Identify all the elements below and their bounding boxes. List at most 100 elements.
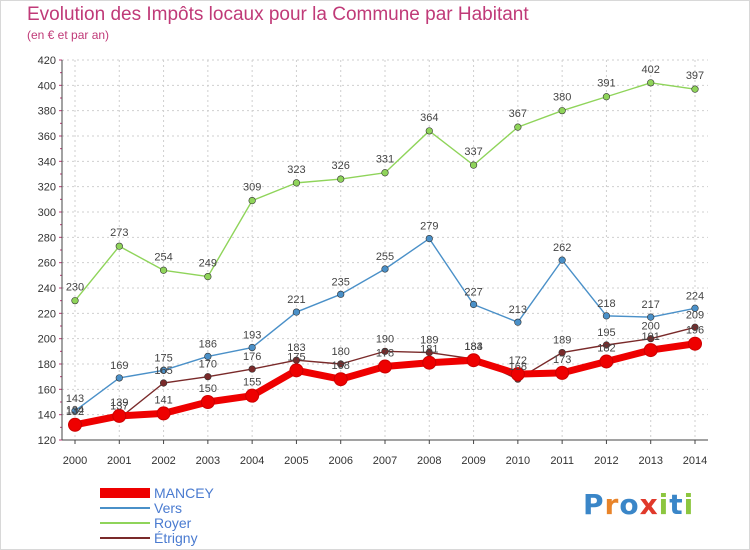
data-label: 137 xyxy=(110,400,128,412)
data-point xyxy=(378,359,392,374)
data-label: 364 xyxy=(420,112,438,124)
data-label: 367 xyxy=(509,108,527,120)
legend-label: Royer xyxy=(154,515,192,531)
y-tick-label: 340 xyxy=(38,156,56,168)
data-point xyxy=(337,175,345,183)
data-label: 178 xyxy=(376,348,394,360)
data-label: 173 xyxy=(553,354,571,366)
data-label: 189 xyxy=(553,335,571,347)
y-tick-label: 300 xyxy=(38,207,56,219)
data-point xyxy=(558,256,566,264)
y-tick-label: 420 xyxy=(38,55,56,67)
data-label: 169 xyxy=(110,360,128,372)
data-point xyxy=(159,379,168,387)
y-tick-label: 140 xyxy=(38,410,56,422)
data-label: 191 xyxy=(642,331,660,343)
data-label: 182 xyxy=(597,342,615,354)
data-point xyxy=(292,308,301,316)
data-label: 134 xyxy=(66,404,84,416)
data-point xyxy=(381,347,389,355)
brand-letter: P xyxy=(583,488,605,521)
y-tick-label: 380 xyxy=(38,106,56,118)
y-tick-label: 220 xyxy=(38,308,56,320)
data-point xyxy=(422,355,437,370)
data-point xyxy=(333,372,348,387)
y-tick-label: 400 xyxy=(38,80,56,92)
data-point xyxy=(204,273,212,281)
data-point xyxy=(425,127,433,135)
x-tick-label: 2010 xyxy=(506,455,530,467)
data-point xyxy=(204,352,212,361)
legend-label: Étrigny xyxy=(154,530,198,546)
y-tick-label: 260 xyxy=(38,258,56,270)
data-label: 397 xyxy=(686,70,704,82)
x-tick-label: 2012 xyxy=(594,455,618,467)
data-label: 193 xyxy=(243,330,261,342)
data-point xyxy=(71,407,79,415)
data-point xyxy=(425,235,433,243)
data-point xyxy=(510,367,525,382)
data-point xyxy=(112,408,127,423)
data-point xyxy=(200,395,215,409)
data-label: 168 xyxy=(509,361,527,373)
data-label: 184 xyxy=(464,341,482,353)
data-label: 402 xyxy=(642,64,660,76)
data-label: 249 xyxy=(199,258,217,270)
data-label: 183 xyxy=(287,342,305,354)
data-point xyxy=(71,297,79,305)
data-point xyxy=(555,365,570,380)
x-tick-label: 2014 xyxy=(683,455,707,467)
brand-letter: x xyxy=(639,488,659,521)
x-tick-label: 2006 xyxy=(328,455,352,467)
data-point xyxy=(691,304,699,312)
data-point xyxy=(602,341,611,349)
x-tick-label: 2001 xyxy=(107,455,131,467)
x-tick-label: 2002 xyxy=(151,455,175,467)
data-point xyxy=(159,366,168,374)
data-label: 180 xyxy=(332,346,350,358)
data-point xyxy=(381,265,389,273)
data-label: 175 xyxy=(287,351,305,363)
x-tick-label: 2011 xyxy=(550,455,574,467)
data-point xyxy=(514,123,522,131)
y-tick-label: 180 xyxy=(38,359,56,371)
data-point xyxy=(292,179,301,187)
data-point xyxy=(647,79,655,87)
data-point xyxy=(337,360,345,368)
data-point xyxy=(688,336,702,351)
data-label: 189 xyxy=(420,335,438,347)
legend-label: Vers xyxy=(154,500,182,516)
x-tick-label: 2013 xyxy=(638,455,662,467)
data-label: 391 xyxy=(597,78,615,90)
x-tick-label: 2000 xyxy=(63,455,87,467)
data-point xyxy=(558,349,566,357)
y-tick-label: 160 xyxy=(38,384,56,396)
data-point xyxy=(115,242,123,250)
data-point xyxy=(599,354,614,369)
data-point xyxy=(156,406,171,421)
data-point xyxy=(248,197,256,205)
data-point xyxy=(245,388,260,403)
data-label: 255 xyxy=(376,251,394,263)
data-label: 200 xyxy=(642,321,660,333)
data-label: 175 xyxy=(154,352,172,364)
data-label: 165 xyxy=(154,365,172,377)
legend-label: MANCEY xyxy=(154,485,215,501)
data-point xyxy=(248,365,256,373)
data-label: 279 xyxy=(420,221,438,233)
data-label: 150 xyxy=(199,383,217,395)
y-tick-label: 200 xyxy=(38,334,56,346)
data-label: 143 xyxy=(66,393,84,405)
data-point xyxy=(466,353,481,368)
data-label: 196 xyxy=(686,325,704,337)
data-label: 331 xyxy=(376,154,394,166)
brand-letter: o xyxy=(619,488,640,521)
data-point xyxy=(469,300,478,309)
data-point xyxy=(691,323,699,331)
data-label: 170 xyxy=(199,359,217,371)
y-tick-label: 320 xyxy=(38,182,56,194)
data-label: 141 xyxy=(154,394,172,406)
data-label: 309 xyxy=(243,182,261,194)
data-point xyxy=(159,266,168,274)
data-label: 218 xyxy=(597,298,615,310)
